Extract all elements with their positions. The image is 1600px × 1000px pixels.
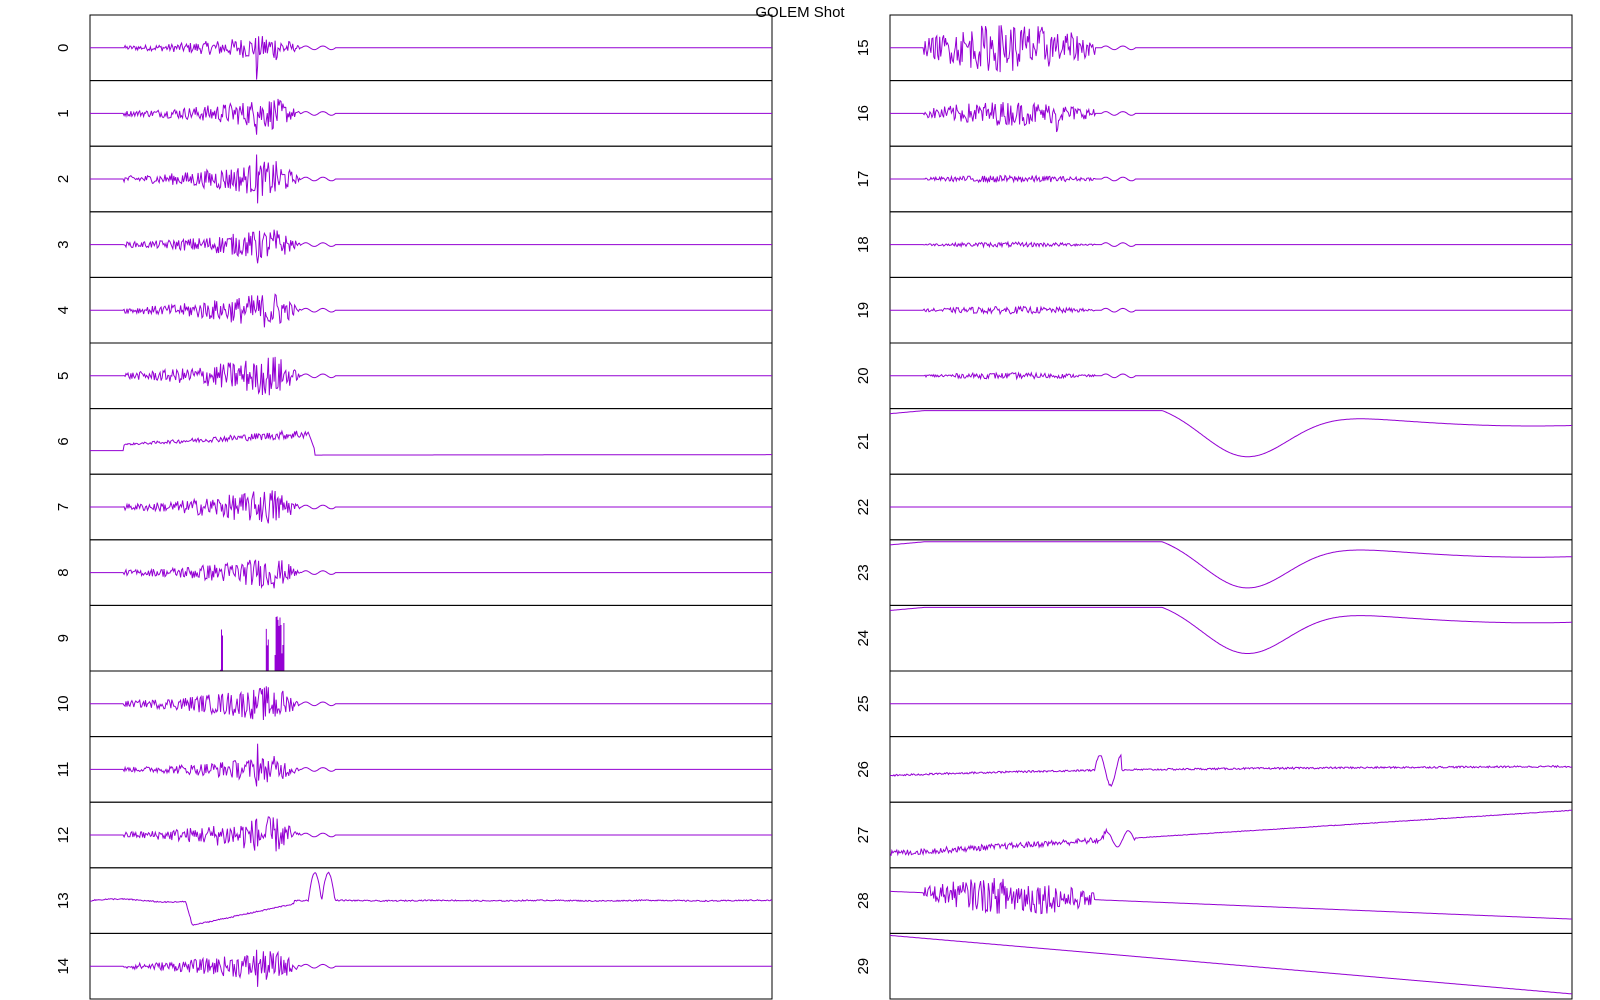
- panel-label: 14: [55, 958, 72, 975]
- panel-13: 13: [55, 867, 773, 934]
- panel-label: 3: [55, 240, 72, 248]
- panel-label: 18: [855, 236, 872, 253]
- series-line-7: [90, 490, 772, 524]
- panel-1: 1: [55, 80, 773, 147]
- series-line-13: [89, 871, 773, 926]
- series-line-21: [889, 410, 1572, 458]
- series-line-12: [90, 816, 772, 852]
- series-line-3: [90, 229, 772, 264]
- panel-8: 8: [55, 539, 773, 606]
- chart-title: GOLEM Shot: [755, 4, 845, 21]
- panel-label: 17: [855, 171, 872, 188]
- panel-frame: [889, 604, 1573, 672]
- series-line-6: [90, 429, 772, 456]
- panel-frame: [889, 932, 1573, 1000]
- panel-frame: [89, 604, 773, 672]
- panel-16: 16: [855, 80, 1573, 147]
- series-line-8: [90, 559, 772, 590]
- panel-frame: [889, 867, 1573, 934]
- series-line-9: [220, 616, 285, 671]
- panel-label: 0: [55, 44, 72, 52]
- panel-24: 24: [855, 604, 1573, 672]
- panel-6: 6: [55, 408, 773, 475]
- series-line-26: [889, 753, 1573, 788]
- panel-label: 19: [855, 302, 872, 319]
- panel-11: 11: [55, 736, 773, 803]
- series-line-10: [90, 686, 772, 721]
- series-line-5: [90, 356, 772, 396]
- panel-9: 9: [55, 604, 773, 672]
- series-line-18: [890, 240, 1572, 249]
- panel-0: 0: [55, 14, 773, 82]
- series-line-23: [889, 541, 1572, 589]
- panel-label: 27: [855, 827, 872, 844]
- series-line-1: [90, 98, 772, 135]
- series-line-19: [890, 305, 1572, 316]
- series-line-29: [889, 934, 1573, 995]
- panel-label: 25: [855, 695, 872, 712]
- panel-label: 26: [855, 761, 872, 778]
- panel-label: 22: [855, 499, 872, 516]
- panel-label: 6: [55, 437, 72, 445]
- panel-4: 4: [55, 276, 773, 344]
- series-line-20: [890, 371, 1572, 381]
- series-line-27: [889, 809, 1573, 857]
- panel-label: 1: [55, 109, 72, 117]
- panel-27: 27: [855, 801, 1573, 869]
- series-line-11: [90, 743, 772, 787]
- panel-label: 21: [855, 433, 872, 450]
- panel-frame: [889, 408, 1573, 475]
- series-line-2: [90, 154, 772, 204]
- panel-label: 24: [855, 630, 872, 647]
- series-line-24: [889, 606, 1572, 654]
- panel-frame: [889, 801, 1573, 869]
- panel-label: 8: [55, 568, 72, 576]
- panel-29: 29: [855, 932, 1573, 1000]
- panel-label: 4: [55, 306, 72, 314]
- panel-17: 17: [855, 145, 1573, 213]
- panel-label: 10: [55, 695, 72, 712]
- panel-28: 28: [855, 867, 1573, 934]
- panel-21: 21: [855, 408, 1573, 475]
- panel-19: 19: [855, 276, 1573, 344]
- panel-label: 16: [855, 105, 872, 122]
- panel-label: 13: [55, 892, 72, 909]
- panel-18: 18: [855, 211, 1573, 278]
- panel-frame: [89, 408, 773, 475]
- panel-22: 22: [855, 473, 1573, 541]
- panel-label: 12: [55, 827, 72, 844]
- panel-7: 7: [55, 473, 773, 541]
- panel-3: 3: [55, 211, 773, 278]
- panel-label: 28: [855, 892, 872, 909]
- panel-10: 10: [55, 670, 773, 738]
- panel-26: 26: [855, 736, 1573, 803]
- panel-label: 5: [55, 372, 72, 380]
- panel-20: 20: [855, 342, 1573, 410]
- series-line-17: [890, 174, 1572, 184]
- panel-label: 11: [55, 762, 72, 778]
- panel-frame: [889, 539, 1573, 606]
- panel-2: 2: [55, 145, 773, 213]
- panel-25: 25: [855, 670, 1573, 738]
- series-line-16: [890, 101, 1572, 133]
- series-line-14: [90, 949, 772, 987]
- panel-label: 9: [55, 634, 72, 642]
- panel-15: 15: [855, 14, 1573, 82]
- panel-label: 20: [855, 367, 872, 384]
- panel-label: 29: [855, 958, 872, 975]
- panel-14: 14: [55, 932, 773, 1000]
- series-line-0: [90, 36, 772, 80]
- panel-5: 5: [55, 342, 773, 410]
- panel-label: 2: [55, 175, 72, 183]
- panel-label: 15: [855, 39, 872, 56]
- panel-label: 23: [855, 564, 872, 581]
- series-line-15: [890, 25, 1572, 73]
- panel-label: 7: [55, 503, 72, 511]
- series-line-4: [90, 293, 772, 328]
- panel-12: 12: [55, 801, 773, 869]
- series-line-28: [890, 877, 1573, 920]
- panel-23: 23: [855, 539, 1573, 606]
